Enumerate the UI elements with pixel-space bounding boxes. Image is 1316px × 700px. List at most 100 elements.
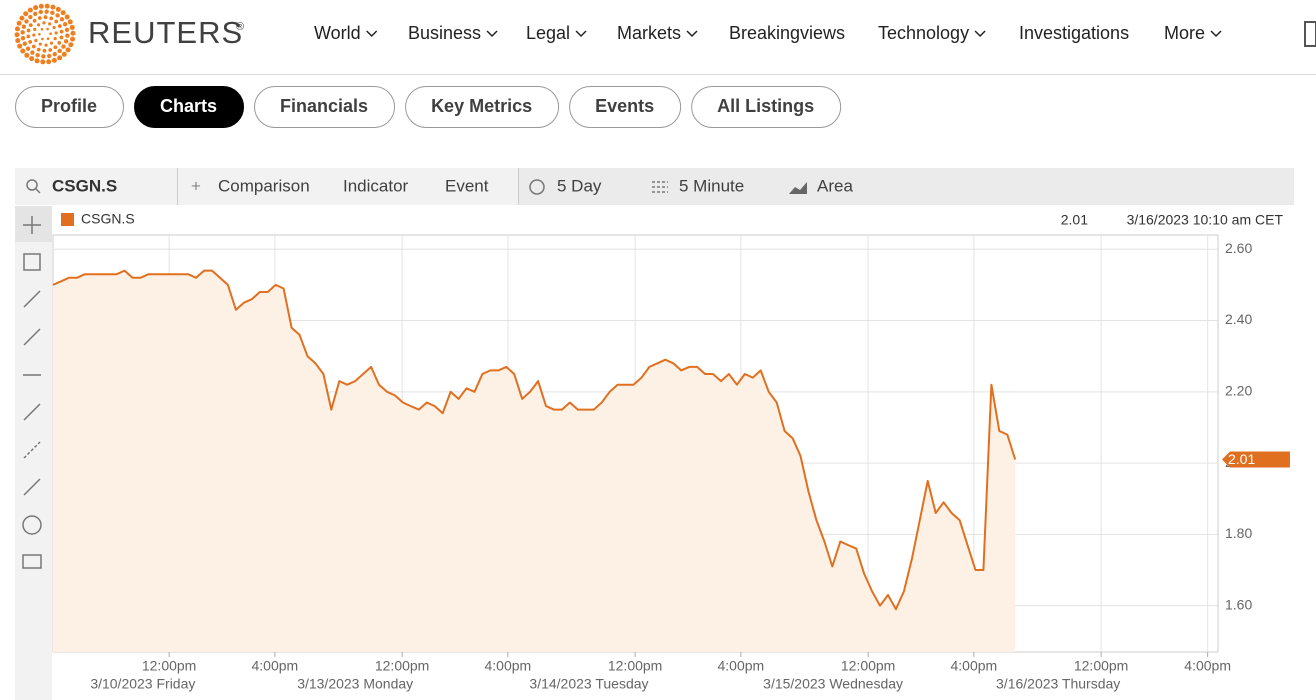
logo-dot <box>52 51 57 57</box>
logo-dot <box>57 40 62 45</box>
rect-tool[interactable] <box>22 554 42 569</box>
ray-tool[interactable] <box>23 403 41 421</box>
logo-dot <box>55 13 60 18</box>
logo-dot <box>55 6 61 12</box>
nav-item[interactable]: More <box>1164 23 1205 43</box>
nav-item[interactable]: Legal <box>526 23 570 43</box>
nav-item[interactable]: Breakingviews <box>729 23 845 43</box>
chevron <box>486 30 498 38</box>
registered-mark: ® <box>236 21 244 33</box>
chevron <box>686 30 698 38</box>
logo-dot <box>26 28 31 33</box>
logo-dot <box>29 56 35 62</box>
logo-dot <box>49 32 52 36</box>
logo-dot <box>54 19 59 24</box>
logo-dot <box>65 33 70 38</box>
logo-dot <box>40 27 44 31</box>
logo-dot <box>38 3 44 9</box>
tab-label[interactable]: Key Metrics <box>431 96 532 116</box>
x-tick-label: 4:00pm <box>718 658 765 674</box>
clock-icon <box>529 179 545 195</box>
nav-item[interactable]: Investigations <box>1019 23 1129 43</box>
legend-swatch <box>61 213 74 226</box>
logo-dot <box>41 54 46 59</box>
fib-tool[interactable] <box>23 328 41 346</box>
logo-dot <box>64 27 70 32</box>
logo-dot <box>38 32 41 36</box>
logo-dot <box>16 20 22 26</box>
logo-dot <box>32 33 36 37</box>
ellipse-tool[interactable] <box>22 515 42 535</box>
nav-item[interactable]: Business <box>408 23 481 43</box>
area-fill <box>53 270 1016 652</box>
logo-dot <box>15 38 21 44</box>
logo-dot <box>67 19 73 25</box>
logo-dot <box>63 39 69 44</box>
chevron <box>366 30 378 38</box>
brand[interactable]: REUTERS <box>88 15 243 50</box>
x-tick-label: 12:00pm <box>142 658 196 674</box>
logo-dot <box>23 11 29 17</box>
logo-dot <box>19 15 25 21</box>
tab[interactable] <box>134 86 245 128</box>
crosshair-tool[interactable] <box>23 216 41 234</box>
y-tick-label: 2.20 <box>1225 383 1252 399</box>
nav-item[interactable]: Technology <box>878 23 969 43</box>
tab[interactable] <box>569 86 682 128</box>
logo-dot <box>24 52 30 58</box>
logo-dot <box>43 15 48 20</box>
tab-label[interactable]: Charts <box>160 96 217 116</box>
search-icon <box>26 179 38 191</box>
tab-label[interactable]: Financials <box>280 96 368 116</box>
logo-dot <box>26 34 31 39</box>
interval-button[interactable]: 5 Minute <box>679 176 744 195</box>
range-button[interactable]: 5 Day <box>557 176 602 195</box>
logo-dot <box>17 43 23 49</box>
tab-label[interactable]: Profile <box>41 96 97 116</box>
logo-dot <box>44 9 49 14</box>
logo-dot <box>50 10 55 16</box>
arrow-tool[interactable] <box>23 478 41 496</box>
style-button[interactable]: Area <box>817 176 853 195</box>
symbol-input[interactable]: CSGN.S <box>52 176 117 195</box>
logo-dot <box>70 30 76 36</box>
comparison-button[interactable]: Comparison <box>218 176 310 195</box>
line-tool[interactable] <box>23 290 41 308</box>
text-tool[interactable] <box>23 253 41 271</box>
tab[interactable] <box>405 86 560 128</box>
event-button[interactable]: Event <box>445 176 489 195</box>
tab[interactable] <box>691 86 842 128</box>
chevron <box>575 30 587 38</box>
tab-label[interactable]: All Listings <box>717 96 814 116</box>
chevron <box>1210 30 1222 38</box>
logo[interactable] <box>14 3 76 65</box>
logo-dot <box>52 25 56 30</box>
logo-dot <box>59 29 64 34</box>
channel-tool[interactable] <box>23 441 41 459</box>
logo-dot <box>70 36 76 42</box>
logo-dot <box>36 23 41 27</box>
tool-selected <box>15 206 52 242</box>
logo-dot <box>47 53 52 59</box>
x-date-label: 3/13/2023 Monday <box>297 676 413 692</box>
nav-item[interactable]: World <box>314 23 361 43</box>
tab[interactable] <box>254 86 396 128</box>
tab[interactable] <box>15 86 125 128</box>
logo-dot <box>62 22 68 27</box>
logo-dot <box>50 4 56 10</box>
tab-label[interactable]: Events <box>595 96 654 116</box>
logo-dot <box>60 10 66 16</box>
logo-dot <box>25 46 31 51</box>
logo-dot <box>57 24 62 28</box>
logo-dot <box>48 22 52 26</box>
chevron <box>974 30 986 38</box>
logo-dot <box>49 16 54 21</box>
nav-item[interactable]: Markets <box>617 23 681 43</box>
logo-dot <box>20 30 25 35</box>
menu-icon[interactable] <box>1304 21 1316 47</box>
indicator-button[interactable]: Indicator <box>343 176 409 195</box>
logo-dot <box>33 27 37 31</box>
interval-icon <box>652 181 668 193</box>
logo-dot <box>46 37 50 41</box>
